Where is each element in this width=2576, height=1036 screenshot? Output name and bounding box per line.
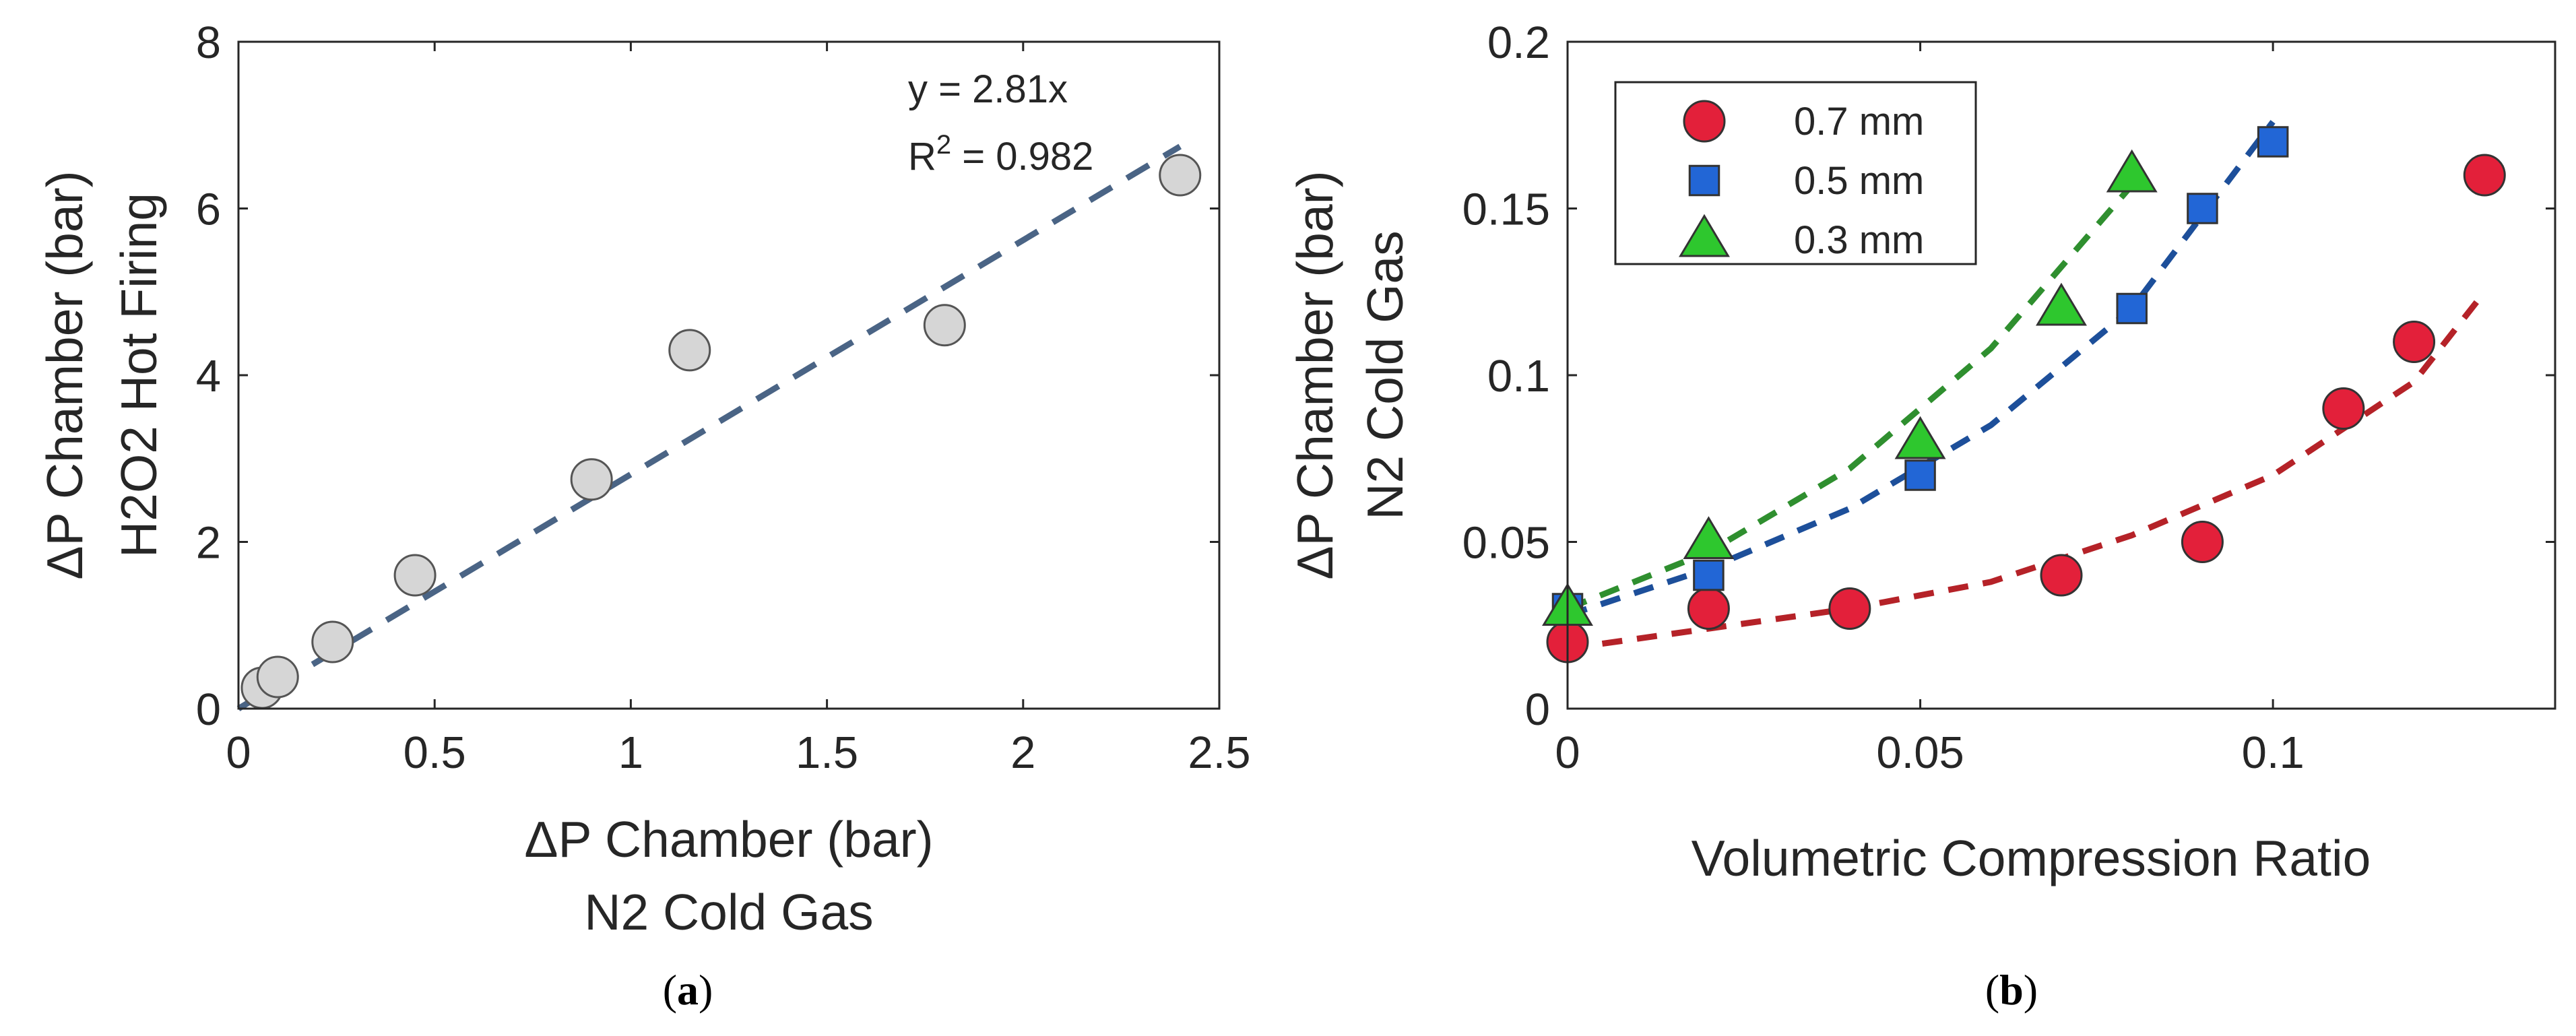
y-tick-label: 0 — [1525, 684, 1550, 735]
data-point — [668, 329, 711, 372]
data-point — [2463, 154, 2506, 197]
x-tick-label: 0 — [1555, 727, 1580, 778]
data-point — [2040, 554, 2083, 597]
panel-a-equation: y = 2.81x — [908, 67, 1068, 111]
y-tick-label: 0.2 — [1487, 18, 1550, 68]
caption-a-open: ( — [663, 966, 677, 1014]
panel-b-xlabel: Volumetric Compression Ratio — [1692, 830, 2371, 886]
panel-b-ticks-layer: 0 0.05 0.1 0 0.05 0.1 0.15 0.2 — [1462, 18, 2555, 778]
fit-curve-0-5-mm — [1566, 120, 2276, 618]
data-point — [1159, 154, 1202, 197]
y-tick-label: 0.15 — [1462, 185, 1550, 235]
y-tick-label: 0.05 — [1462, 518, 1550, 569]
x-tick-label: 1 — [618, 727, 643, 778]
data-point — [2393, 321, 2436, 363]
y-tick-label: 8 — [196, 18, 221, 68]
legend-marker — [1688, 164, 1720, 197]
panel-a-text-layer: ΔP Chamber (bar) N2 Cold Gas ΔP Chamber … — [36, 67, 1093, 940]
data-point — [1683, 516, 1735, 559]
panel-a: 0 0.5 1 1.5 2 2.5 0 2 4 6 8 ΔP Chamber (bar) N2 Co… — [36, 18, 1251, 940]
data-point — [2181, 521, 2224, 563]
x-tick-label: 1.5 — [796, 727, 858, 778]
y-tick-label: 0.1 — [1487, 351, 1550, 401]
fit-line — [236, 143, 1182, 711]
panel-b-ylabel-line2: N2 Cold Gas — [1357, 230, 1413, 519]
x-tick-label: 0.05 — [1876, 727, 1964, 778]
panel-a-r-squared: R2 = 0.982 — [908, 130, 1093, 179]
r-squared-value: = 0.982 — [951, 135, 1093, 179]
panel-a-ylabel-line2: H2O2 Hot Firing — [110, 193, 167, 558]
data-point — [923, 304, 966, 347]
panel-a-points-layer — [240, 154, 1202, 709]
caption-a-close: ) — [699, 966, 713, 1014]
r-squared-prefix: R — [908, 135, 936, 179]
data-point — [256, 655, 299, 699]
data-point — [2322, 387, 2365, 430]
data-point — [311, 620, 354, 663]
y-tick-label: 4 — [196, 351, 221, 401]
data-point — [2036, 282, 2087, 326]
x-tick-label: 0.1 — [2242, 727, 2305, 778]
panel-a-xlabel-line2: N2 Cold Gas — [584, 884, 873, 940]
legend-label: 0.5 mm — [1794, 159, 1924, 203]
data-point — [2257, 126, 2289, 158]
data-point — [1894, 416, 1946, 459]
data-point — [2187, 193, 2218, 224]
panel-a-fit-layer — [236, 143, 1182, 711]
caption-b-open: ( — [1985, 966, 1999, 1014]
data-point — [1828, 587, 1871, 630]
data-point — [1904, 459, 1936, 491]
panel-b-points-layer — [1542, 126, 2506, 663]
fit-curve-0-3-mm — [1566, 183, 2135, 612]
legend-items: 0.7 mm 0.5 mm 0.3 mm — [1679, 100, 1924, 262]
y-tick-label: 2 — [196, 518, 221, 569]
caption-b-close: ) — [2024, 966, 2038, 1014]
r-squared-superscript: 2 — [936, 130, 951, 160]
legend-box — [1614, 81, 1977, 265]
caption-a-label: a — [677, 966, 699, 1014]
legend-marker — [1679, 214, 1730, 257]
panel-a-ylabel-line1: ΔP Chamber (bar) — [36, 170, 93, 579]
data-point — [393, 554, 437, 597]
panel-b-legend: 0.7 mm 0.5 mm 0.3 mm — [1614, 81, 1977, 265]
caption-b: (b) — [1985, 966, 2038, 1014]
data-point — [1693, 559, 1725, 591]
caption-b-label: b — [1999, 966, 2024, 1014]
data-point — [2106, 149, 2158, 193]
x-tick-label: 0 — [226, 727, 251, 778]
legend-label: 0.3 mm — [1794, 218, 1924, 262]
legend-label: 0.7 mm — [1794, 100, 1924, 143]
y-tick-label: 6 — [196, 185, 221, 235]
panel-b-text-layer: Volumetric Compression Ratio ΔP Chamber … — [1287, 170, 2371, 886]
x-tick-label: 0.5 — [404, 727, 466, 778]
panel-a-ticks-layer: 0 0.5 1 1.5 2 2.5 0 2 4 6 8 — [196, 18, 1251, 778]
x-tick-label: 2 — [1010, 727, 1035, 778]
x-tick-label: 2.5 — [1188, 727, 1250, 778]
data-point — [2116, 292, 2148, 325]
panel-a-xlabel-line1: ΔP Chamber (bar) — [524, 811, 933, 868]
data-point — [1687, 587, 1730, 630]
caption-a: (a) — [663, 966, 713, 1014]
data-point — [570, 458, 613, 501]
panel-b-ylabel-line1: ΔP Chamber (bar) — [1287, 170, 1343, 579]
y-tick-label: 0 — [196, 684, 221, 735]
panel-b: 0 0.05 0.1 0 0.05 0.1 0.15 0.2 Volumetric Compr… — [1287, 18, 2556, 886]
legend-marker — [1683, 100, 1726, 143]
